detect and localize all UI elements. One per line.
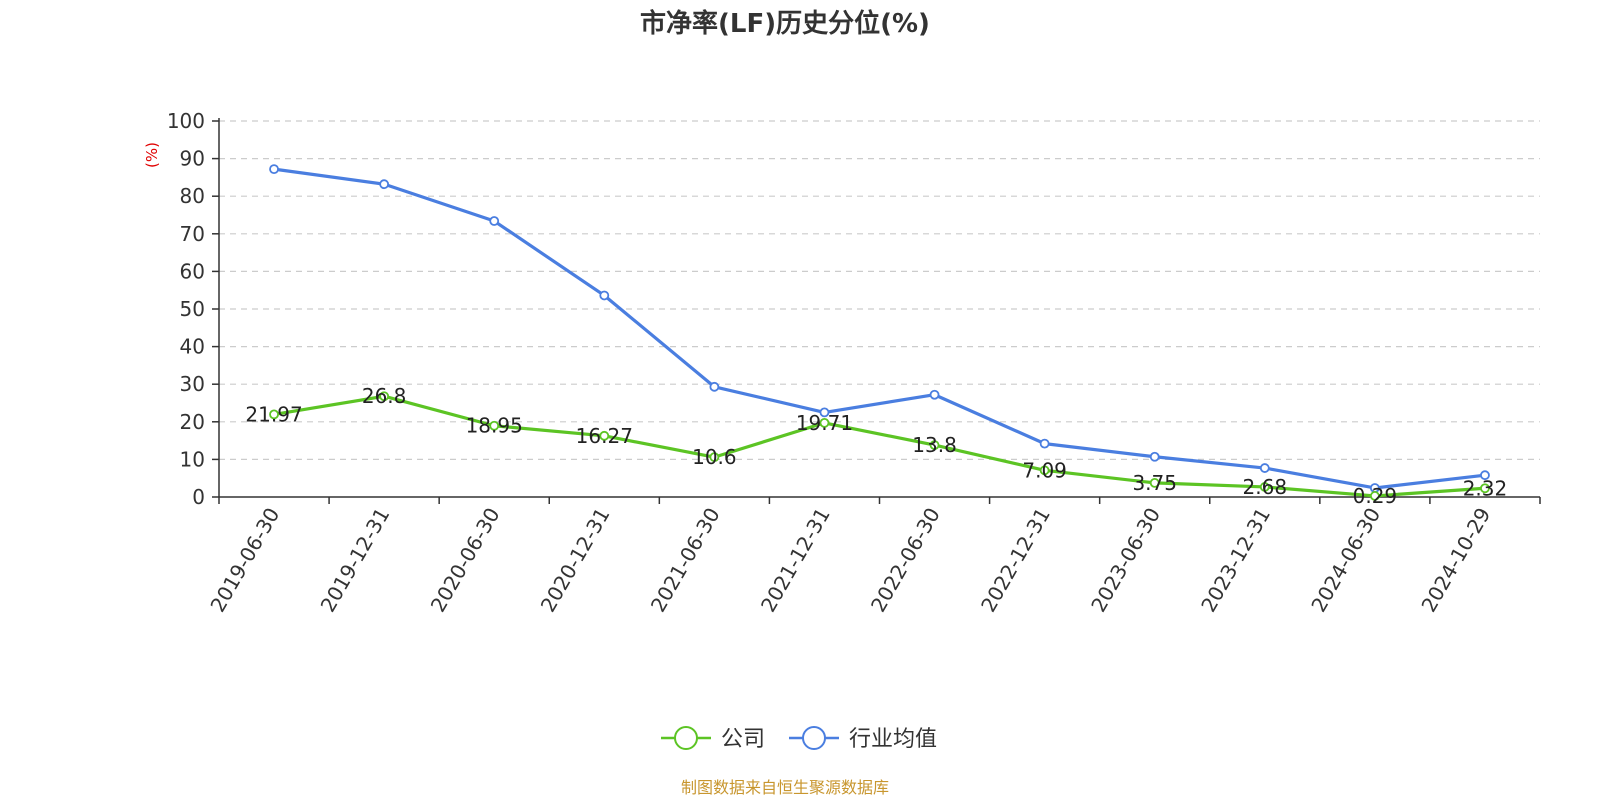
data-point-company (1039, 465, 1050, 476)
data-label: 18.95 (466, 414, 523, 438)
data-labels: 21.97 26.8 18.95 16.27 10.6 19.71 13.8 7.09 3.75… (245, 384, 1507, 508)
data-point-industry-avg (929, 389, 940, 400)
series-layer (269, 164, 1490, 501)
data-point-industry-avg (599, 290, 610, 301)
x-tick-label: 2023-06-30 (1086, 504, 1165, 617)
legend: 公司 行业均值 (661, 726, 937, 752)
y-tick-label: 40 (180, 335, 205, 359)
legend-item-company: 公司 (661, 726, 765, 752)
data-point-industry-avg (819, 407, 830, 418)
data-label: 10.6 (692, 445, 737, 469)
legend-label: 行业均值 (849, 727, 937, 752)
data-point-company (1149, 477, 1160, 488)
data-point-company (1259, 482, 1270, 492)
y-axis-unit: (%) (143, 142, 161, 168)
y-tick-label: 0 (192, 485, 205, 509)
data-point-industry-avg (1149, 451, 1160, 462)
axes: 0 10 20 30 40 50 60 70 80 90 100 2019-06-30 2019-12-… (167, 109, 1541, 617)
y-tick-label: 60 (180, 259, 205, 283)
data-point-industry-avg (1039, 438, 1050, 449)
data-point-company (709, 452, 720, 463)
data-label: 2.32 (1463, 476, 1508, 500)
x-tick-label: 2019-06-30 (205, 504, 284, 617)
x-tick-label: 2022-12-31 (976, 504, 1055, 617)
x-tick-label: 2020-06-30 (426, 504, 505, 617)
data-point-industry-avg (1480, 470, 1490, 481)
legend-swatch-marker (674, 726, 698, 750)
data-point-company (489, 420, 500, 431)
data-point-company (269, 409, 279, 420)
data-point-company (819, 417, 830, 428)
data-label: 26.8 (362, 384, 407, 408)
data-label: 3.75 (1132, 471, 1177, 495)
grid-lines (219, 120, 1540, 460)
data-point-industry-avg (379, 179, 390, 190)
x-tick-label: 2019-12-31 (316, 504, 395, 617)
data-point-industry-avg (489, 216, 500, 226)
series-industry-avg (269, 164, 1490, 493)
legend-swatch-marker (802, 726, 826, 750)
y-tick-label: 70 (180, 222, 205, 246)
series-line-industry-avg (273, 167, 1486, 490)
x-tick-label: 2023-12-31 (1196, 504, 1275, 617)
data-label: 2.68 (1243, 475, 1288, 499)
data-label: 0.29 (1353, 484, 1398, 508)
data-label: 21.97 (245, 402, 302, 426)
series-company (269, 391, 1490, 501)
y-tick-label: 10 (180, 447, 205, 471)
data-point-company (1369, 491, 1380, 501)
data-point-company (1480, 483, 1490, 494)
x-tick-label: 2021-12-31 (756, 504, 835, 617)
y-tick-label: 30 (180, 372, 205, 396)
y-tick-label: 20 (180, 410, 205, 434)
data-label: 16.27 (576, 424, 633, 448)
series-line-company (273, 394, 1486, 498)
data-point-industry-avg (709, 381, 720, 392)
data-point-company (599, 430, 610, 441)
source-note: 制图数据来自恒生聚源数据库 (681, 778, 889, 797)
data-point-company (379, 391, 390, 402)
data-point-industry-avg (269, 164, 279, 175)
x-tick-label: 2021-06-30 (646, 504, 725, 617)
x-tick-label: 2024-06-30 (1306, 504, 1385, 617)
y-tick-label: 100 (167, 109, 205, 133)
data-point-company (929, 440, 940, 451)
data-point-industry-avg (1259, 463, 1270, 473)
x-tick-label: 2020-12-31 (536, 504, 615, 617)
chart-title: 市净率(LF)历史分位(%) (640, 8, 930, 39)
y-tick-label: 50 (180, 297, 205, 321)
legend-item-industry-avg: 行业均值 (789, 726, 937, 752)
data-label: 13.8 (912, 433, 957, 457)
x-tick-label: 2022-06-30 (866, 504, 945, 617)
y-tick-label: 80 (180, 184, 205, 208)
y-tick-label: 90 (180, 147, 205, 171)
legend-label: 公司 (721, 727, 765, 752)
x-tick-label: 2024-10-29 (1416, 504, 1495, 617)
data-label: 7.09 (1022, 458, 1067, 482)
data-label: 19.71 (796, 411, 853, 435)
